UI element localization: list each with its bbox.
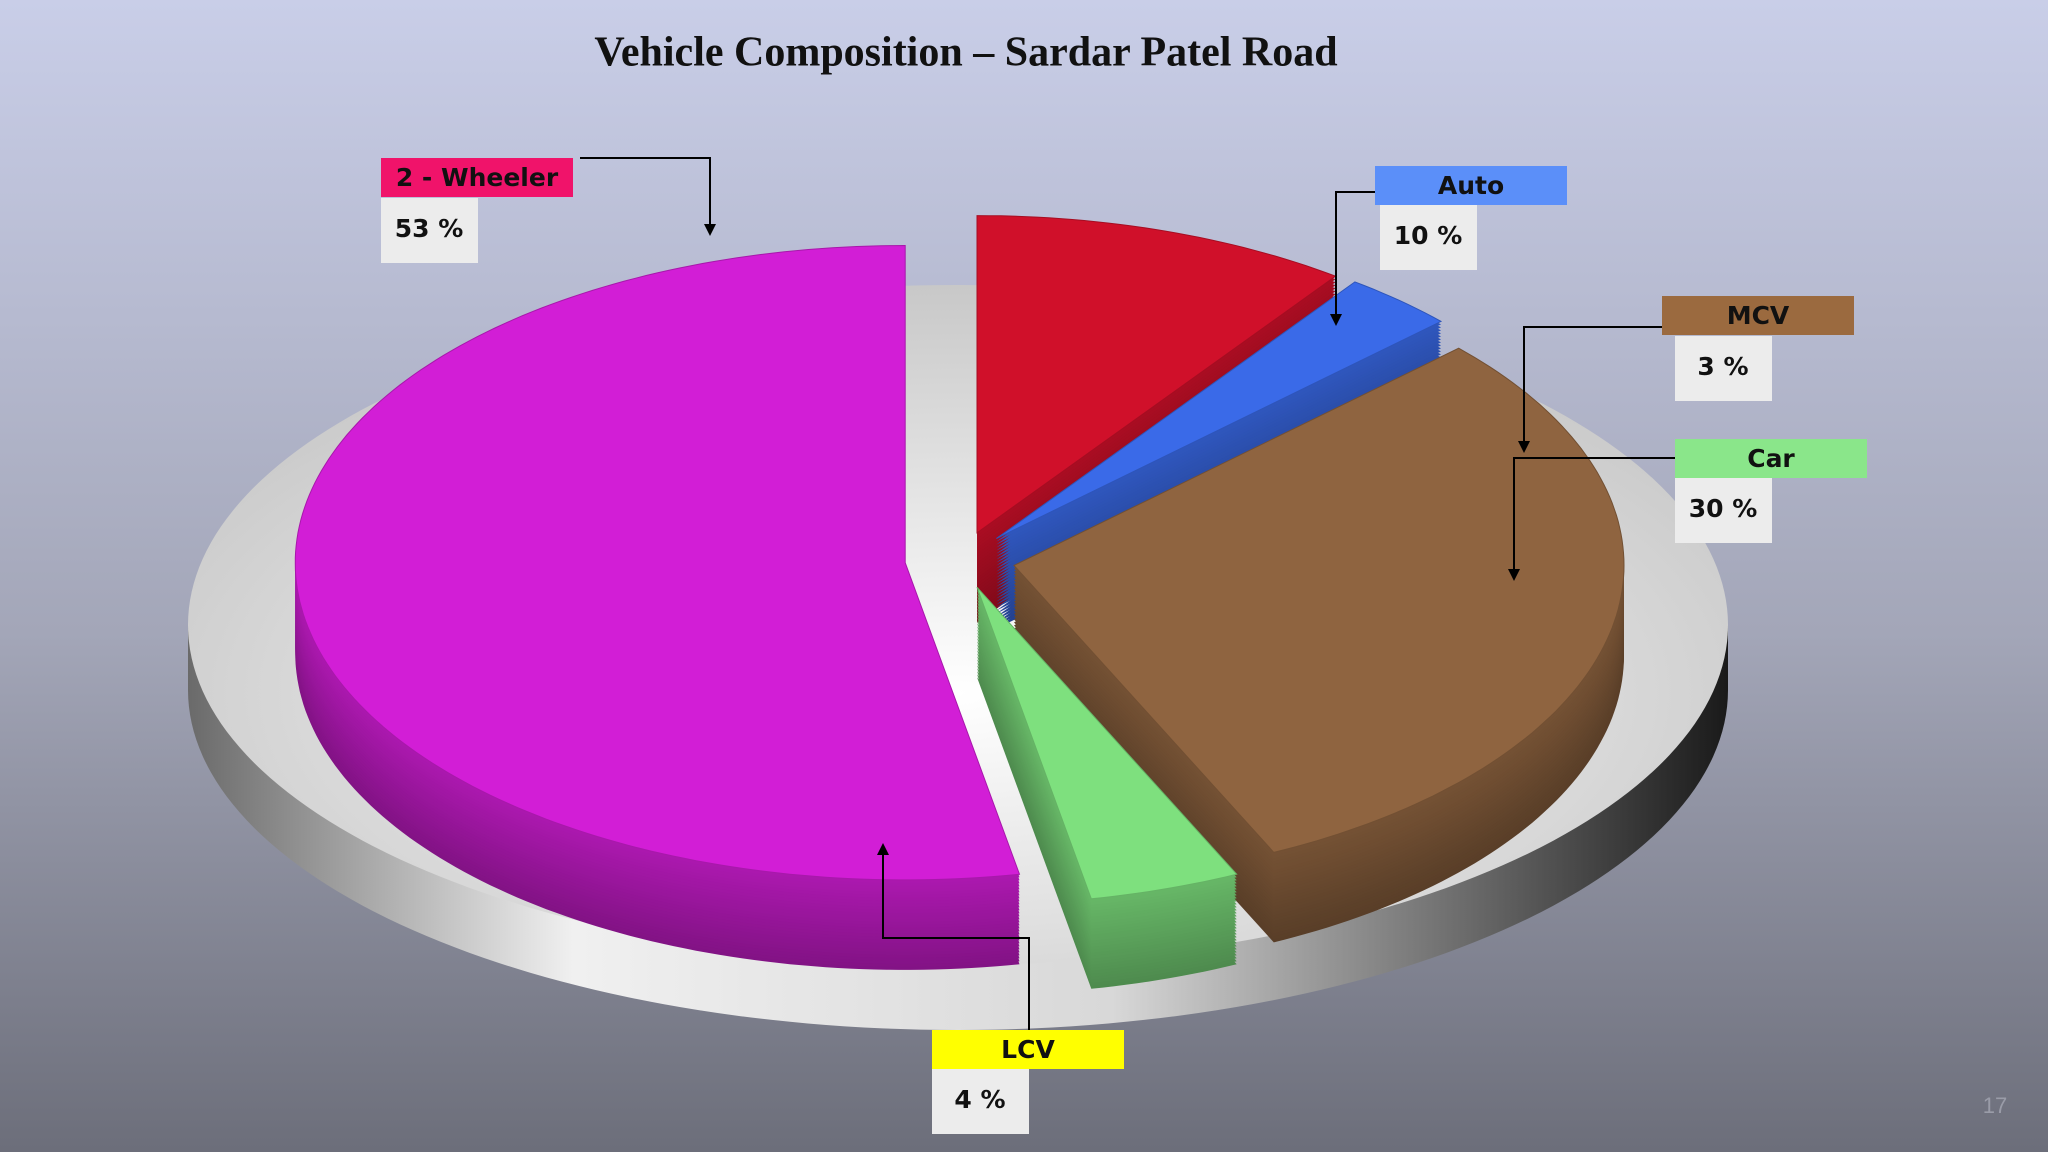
slide-number: 17 <box>1983 1093 2007 1118</box>
labels: 2 - Wheeler 53 % Auto 10 % MCV 3 % Car 30 % LCV 4… <box>381 158 1867 1134</box>
slice <box>1013 347 1625 853</box>
value-box <box>381 198 478 263</box>
value-box <box>1675 336 1772 401</box>
category-box <box>381 158 573 197</box>
value-label: 10 % <box>1394 221 1463 250</box>
category-box <box>1675 439 1867 478</box>
slice <box>294 244 1021 881</box>
value-label: 30 % <box>1689 494 1758 523</box>
category-label: LCV <box>1001 1035 1055 1064</box>
slice <box>976 215 1337 534</box>
value-box <box>1380 205 1477 270</box>
leader-line <box>1518 326 1662 453</box>
value-box <box>932 1069 1029 1134</box>
category-box <box>932 1030 1124 1069</box>
category-label: Auto <box>1438 171 1504 200</box>
category-box <box>1375 166 1567 205</box>
slice <box>996 281 1443 539</box>
category-box <box>1662 296 1854 335</box>
value-label: 3 % <box>1697 352 1748 381</box>
leader-line <box>580 157 716 236</box>
category-label: 2 - Wheeler <box>396 163 559 192</box>
chart-title: Vehicle Composition – Sardar Patel Road <box>594 30 1337 76</box>
leader-line <box>1508 457 1675 581</box>
value-label: 4 % <box>954 1085 1005 1114</box>
leader-lines <box>580 157 1675 1030</box>
value-box <box>1675 478 1772 543</box>
value-label: 53 % <box>395 214 464 243</box>
category-label: Car <box>1747 444 1795 473</box>
category-label: MCV <box>1727 301 1790 330</box>
leader-line <box>1330 191 1375 326</box>
slice <box>976 586 1238 900</box>
pie <box>294 215 1625 989</box>
leader-line <box>877 843 1030 1030</box>
